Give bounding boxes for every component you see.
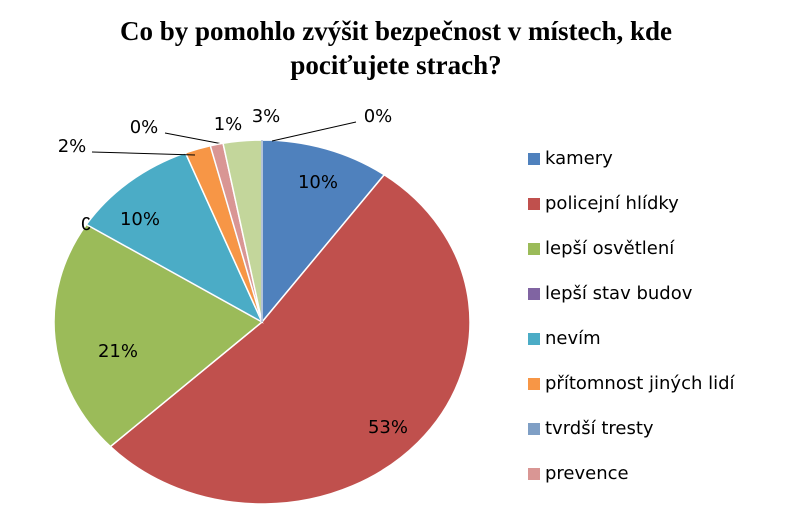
data-label: 0% [364,106,393,127]
legend-label: lepší stav budov [545,283,693,304]
data-label: 10% [298,172,338,193]
pie-slice [261,139,386,325]
data-label: 1% [214,114,243,135]
legend-label: kamery [545,148,613,169]
legend-swatch [528,198,540,210]
legend-label: tvrdší tresty [545,418,654,439]
legend-label: policejní hlídky [545,193,679,214]
chart-title: Co by pomohlo zvýšit bezpečnost v místec… [120,16,672,80]
legend-swatch [528,468,540,480]
legend-label: prevence [545,463,629,484]
data-label: 2% [58,136,87,157]
data-label: 3% [252,106,281,127]
data-label: 10% [120,209,160,230]
leader-line [91,151,196,156]
legend-swatch [528,288,540,300]
leader-line [271,121,357,142]
legend-swatch [528,423,540,435]
legend-label: nevím [545,328,601,349]
legend-swatch [528,378,540,390]
legend-swatch [528,153,540,165]
pie-slice [53,223,264,448]
legend-swatch [528,333,540,345]
data-label: 53% [368,417,408,438]
legend-label: přítomnost jiných lidí [545,373,736,394]
data-label: 21% [98,341,138,362]
legend-label: lepší osvětlení [545,238,675,259]
pie-slice [109,173,471,505]
data-label: 0% [130,117,159,138]
leader-line [164,132,229,146]
legend-swatch [528,243,540,255]
